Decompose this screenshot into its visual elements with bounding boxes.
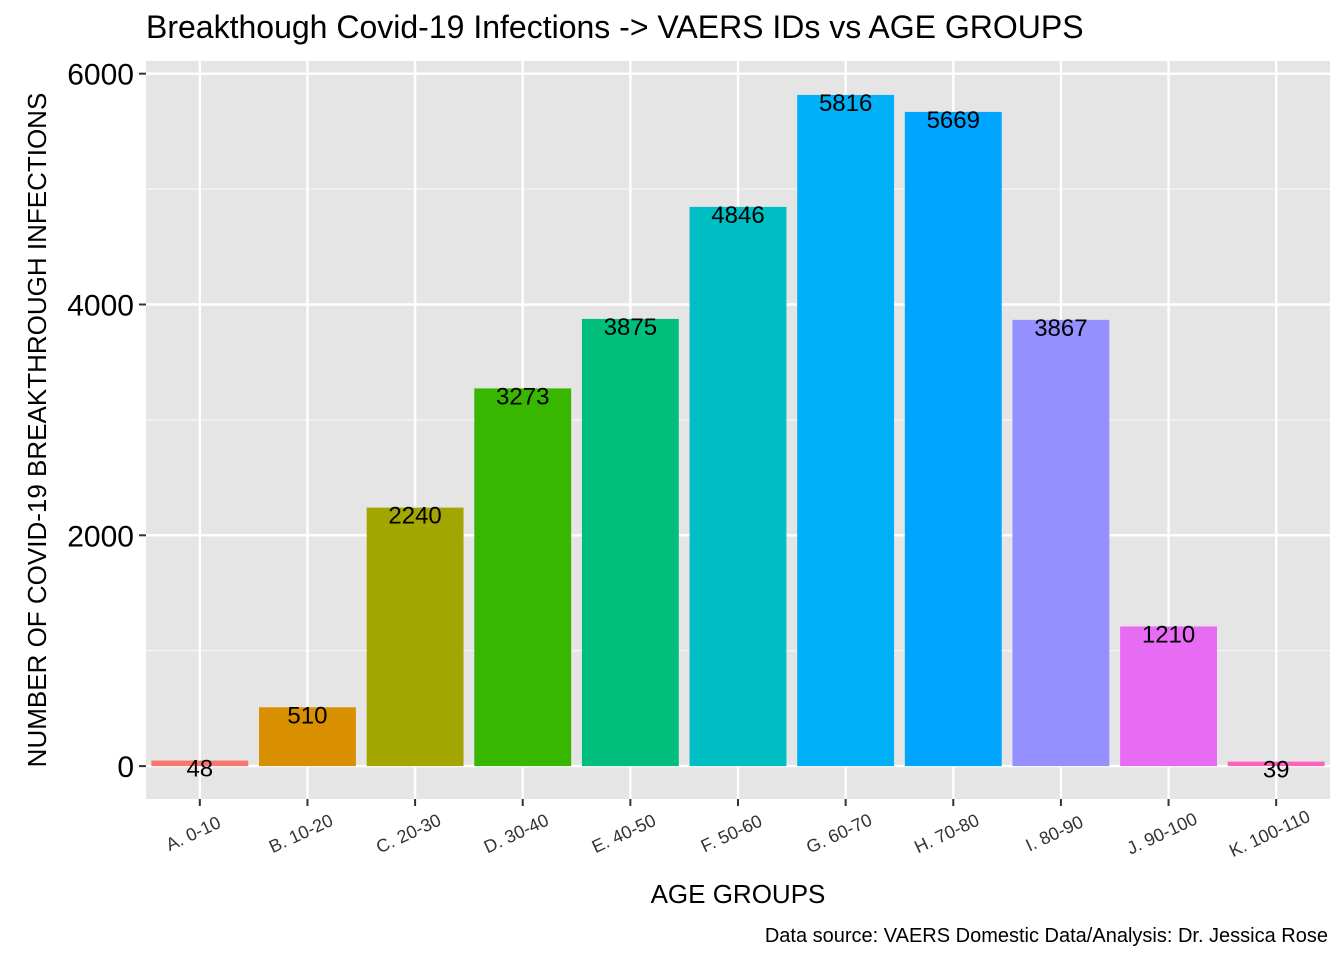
bar	[259, 707, 356, 767]
x-tick-label: C. 20-30	[373, 810, 444, 857]
bar-value-label: 3867	[1034, 315, 1087, 342]
bar	[1012, 319, 1110, 767]
x-tick-label: I. 80-90	[1022, 812, 1086, 856]
bar	[689, 206, 787, 767]
x-tick-label: A. 0-10	[163, 812, 224, 855]
x-axis: A. 0-10 B. 10-20 C. 20-30 D. 30-40 E. 40-50 F…	[163, 799, 1313, 861]
bars-group	[151, 94, 1325, 767]
bar	[474, 388, 572, 767]
bar	[366, 507, 464, 767]
bar-value-label: 2240	[388, 503, 441, 530]
bar	[581, 318, 679, 767]
y-tick-label: 0	[117, 751, 134, 784]
bar-labels-group: 48 510 2240 3273 3875 4846 5816 5669 3867 1210 39	[186, 90, 1289, 784]
bar-value-label: 3273	[496, 383, 549, 410]
x-tick-label: J. 90-100	[1124, 809, 1200, 859]
x-tick-label: B. 10-20	[266, 810, 336, 857]
bar-value-label: 1210	[1142, 621, 1195, 648]
x-tick-label: H. 70-80	[911, 810, 982, 857]
y-tick-label: 4000	[67, 289, 134, 322]
data-source-caption: Data source: VAERS Domestic Data/Analysi…	[765, 925, 1328, 947]
bar-value-label: 39	[1263, 757, 1290, 784]
bar-value-label: 3875	[604, 314, 657, 341]
chart-title: Breakthough Covid-19 Infections -> VAERS…	[146, 9, 1084, 45]
y-tick-label: 2000	[67, 520, 134, 553]
x-axis-title: AGE GROUPS	[651, 879, 826, 909]
x-tick-label: G. 60-70	[803, 810, 875, 858]
bar-value-label: 510	[287, 702, 327, 729]
bar	[1120, 626, 1217, 767]
x-tick-label: K. 100-110	[1226, 806, 1313, 861]
bar	[797, 94, 895, 767]
bar-value-label: 5816	[819, 90, 872, 117]
x-tick-label: D. 30-40	[481, 810, 552, 857]
y-axis-title: NUMBER OF COVID-19 BREAKTHROUGH INFECTIO…	[22, 93, 52, 768]
bar-value-label: 48	[186, 756, 213, 783]
bar	[904, 111, 1002, 767]
bar	[151, 760, 249, 767]
bar	[1227, 761, 1325, 767]
y-axis: 0 2000 4000 6000	[67, 59, 146, 784]
y-tick-label: 6000	[67, 59, 134, 92]
bar-value-label: 5669	[927, 107, 980, 134]
bar-value-label: 4846	[711, 202, 764, 229]
x-tick-label: E. 40-50	[589, 810, 659, 857]
x-tick-label: F. 50-60	[698, 811, 765, 857]
